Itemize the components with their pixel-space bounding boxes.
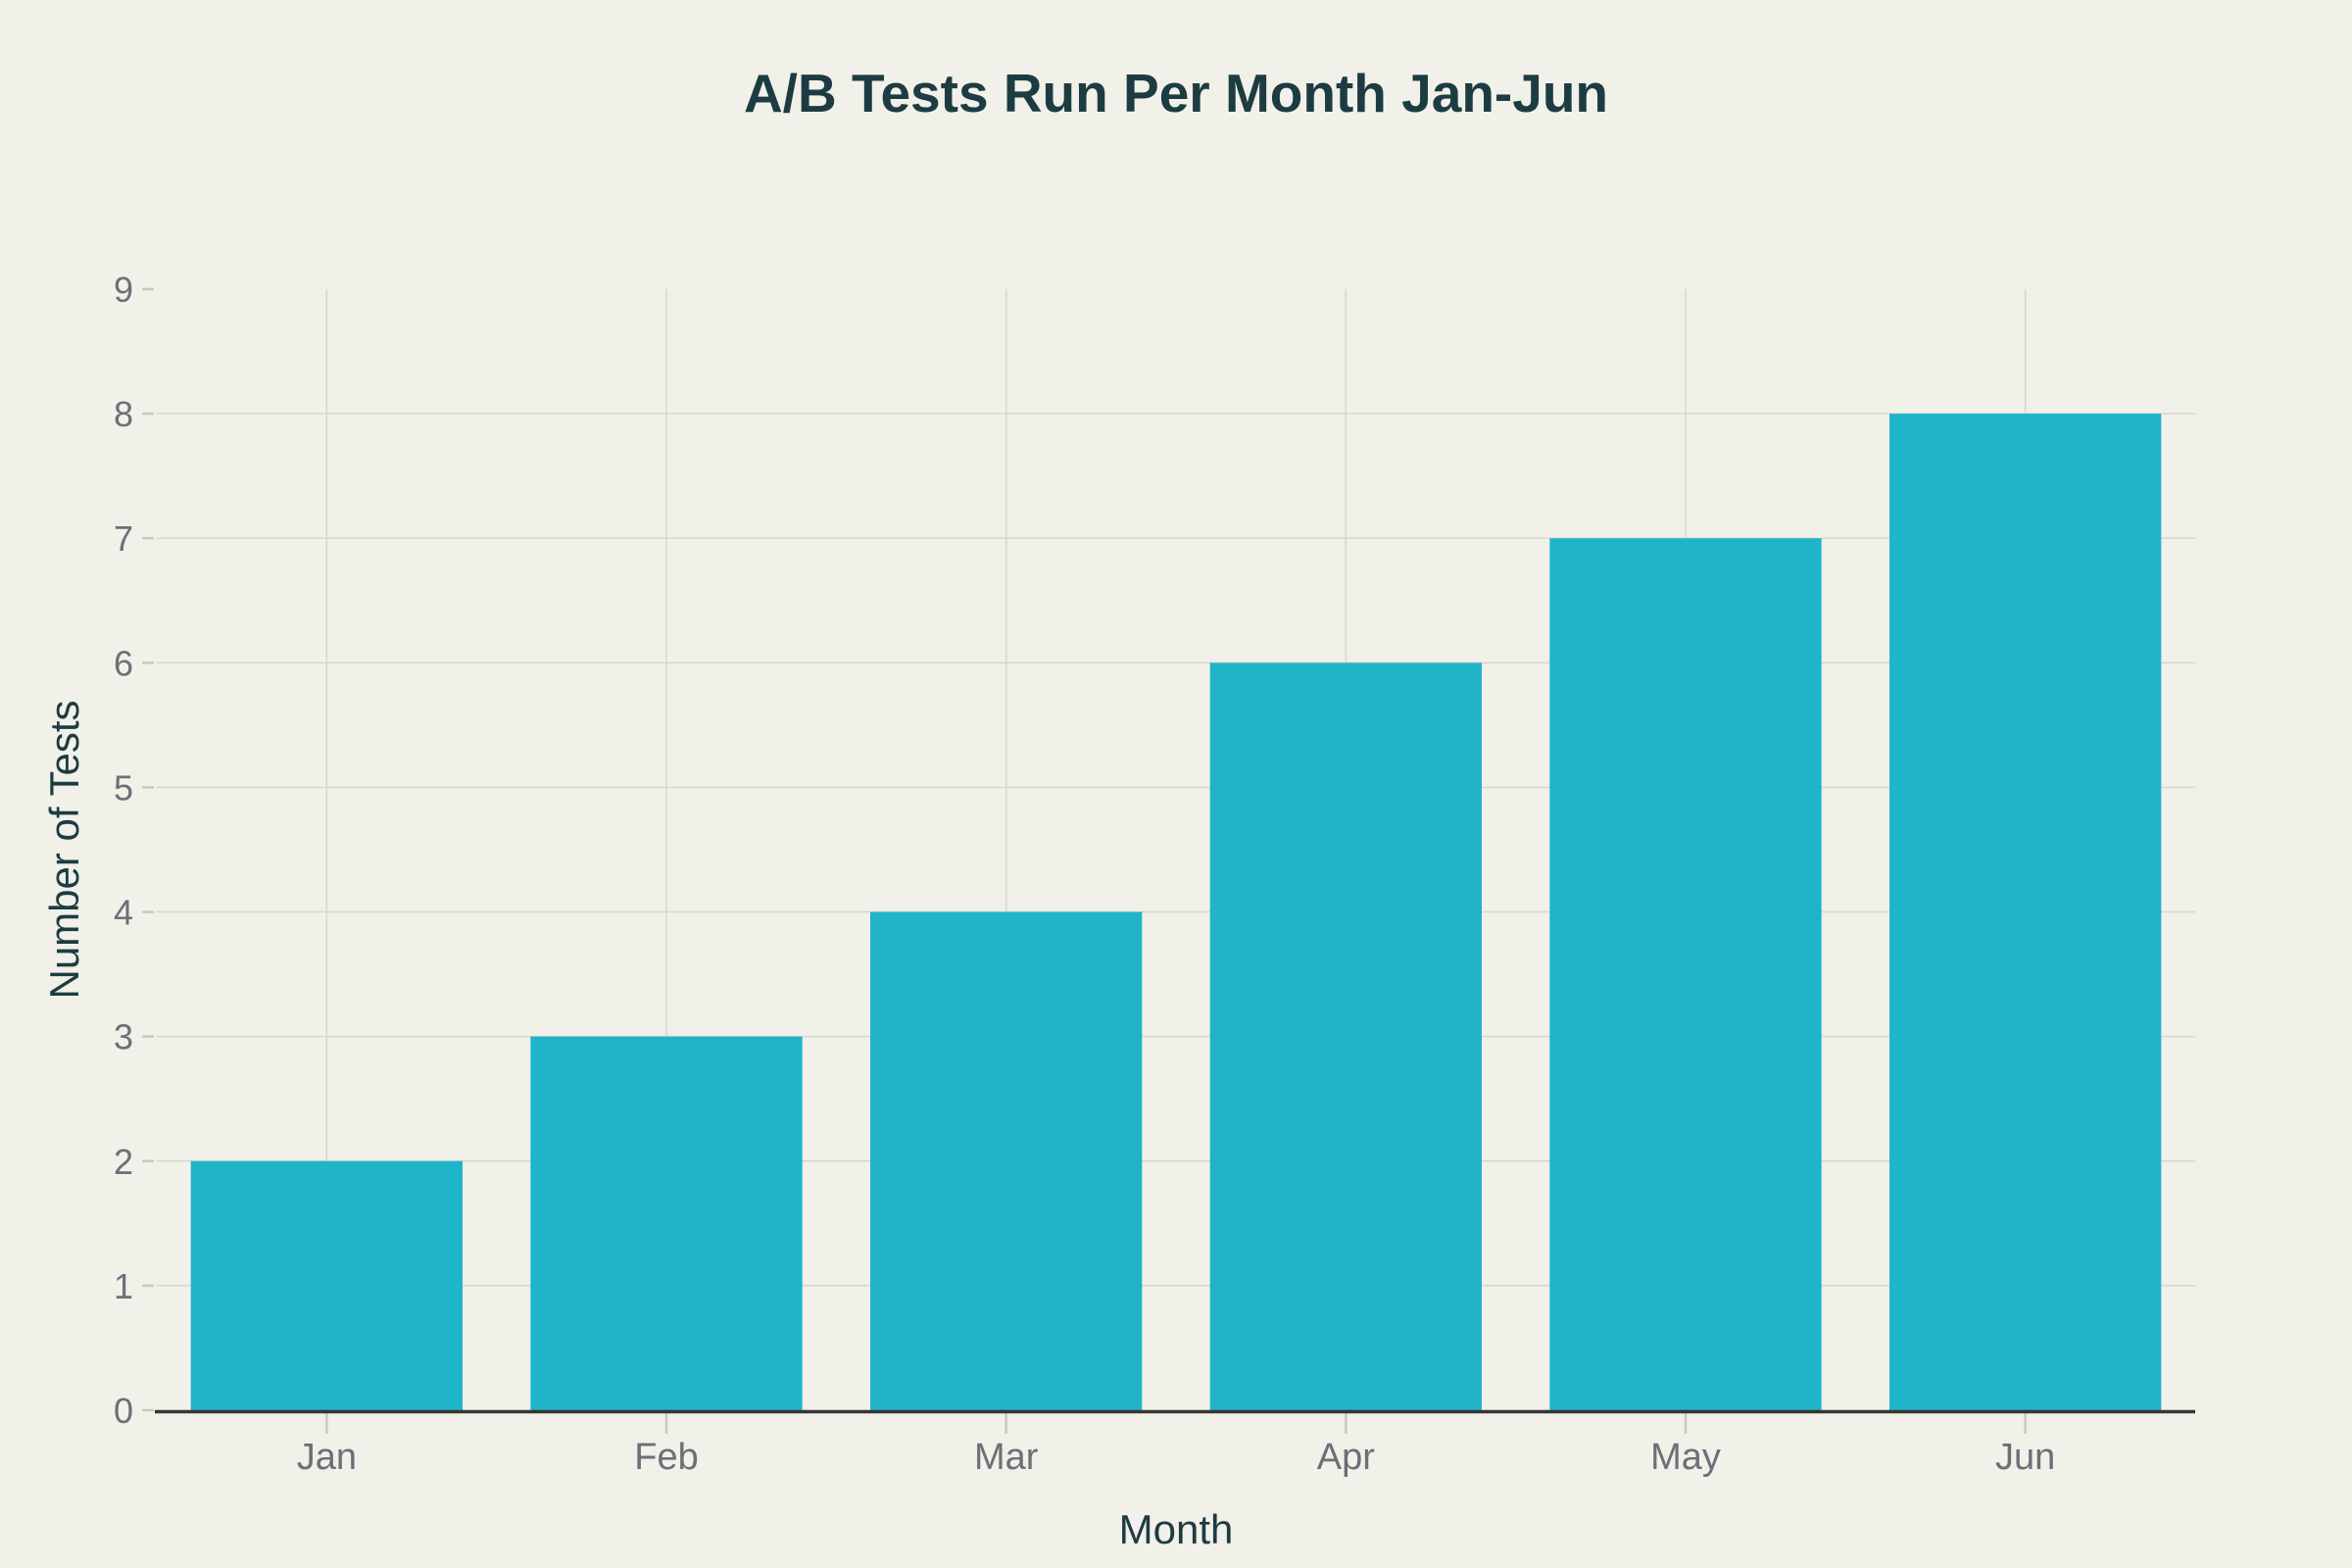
y-tick-label-1: 1 xyxy=(114,1266,133,1306)
x-tick-label-mar: Mar xyxy=(974,1437,1039,1478)
y-tick-label-8: 8 xyxy=(114,394,133,434)
x-axis-title: Month xyxy=(1118,1506,1234,1552)
chart-title: A/B Tests Run Per Month Jan-Jun xyxy=(743,63,1609,123)
bar-jun xyxy=(1889,414,2162,1411)
x-tick-label-may: May xyxy=(1650,1437,1721,1478)
bar-jan xyxy=(190,1160,463,1410)
bar-mar xyxy=(870,911,1143,1410)
y-tick-label-5: 5 xyxy=(114,767,133,808)
x-tick-label-apr: Apr xyxy=(1317,1437,1375,1478)
y-tick-label-6: 6 xyxy=(114,643,133,683)
y-tick-label-9: 9 xyxy=(114,270,133,310)
bar-apr xyxy=(1209,662,1482,1410)
y-tick-label-4: 4 xyxy=(114,893,133,933)
x-tick-label-feb: Feb xyxy=(634,1437,698,1478)
y-axis-title: Number of Tests xyxy=(41,700,87,1000)
y-tick-label-0: 0 xyxy=(114,1391,133,1431)
y-tick-label-2: 2 xyxy=(114,1142,133,1182)
bar-may xyxy=(1549,538,1822,1410)
x-tick-label-jan: Jan xyxy=(297,1437,357,1478)
x-tick-label-jun: Jun xyxy=(1995,1437,2055,1478)
bar-feb xyxy=(530,1036,803,1410)
y-tick-label-7: 7 xyxy=(114,518,133,559)
y-tick-label-3: 3 xyxy=(114,1017,133,1057)
